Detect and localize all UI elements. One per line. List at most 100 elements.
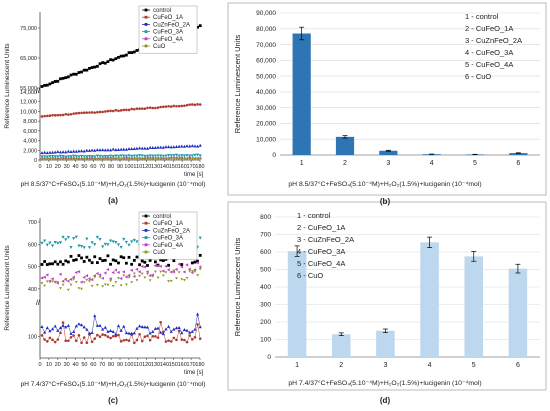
panel-c-point	[169, 340, 173, 343]
panel-c-point	[101, 327, 105, 331]
panel-c-point	[90, 278, 94, 282]
panel-c-point	[182, 270, 186, 274]
panel-c-point	[59, 287, 62, 290]
panel-a-point	[106, 60, 110, 64]
panel-a-point	[127, 108, 131, 112]
panel-c-point	[77, 322, 81, 326]
panel-c-point	[166, 324, 171, 328]
panel-c-point	[43, 260, 47, 263]
panel-c-point	[125, 338, 128, 342]
panel-a-point	[95, 154, 99, 158]
panel-c-point	[127, 243, 131, 247]
panel-a-point	[64, 150, 68, 154]
panel-c-point	[135, 326, 139, 330]
panel-a-point	[98, 62, 102, 66]
panel-b-y-label-group: Reference Luminescent Units	[233, 35, 242, 134]
panel-d-legend-item: 1 - control	[297, 211, 331, 220]
panel-a-point	[148, 106, 152, 109]
panel-c-point	[191, 338, 194, 341]
panel-c-point	[198, 268, 202, 271]
panel-a-point	[53, 150, 57, 154]
panel-a-point	[130, 154, 134, 158]
panel-c-legend-item: CuFeO_3A	[153, 236, 183, 242]
panel-c-point	[61, 323, 65, 327]
panel-b-x-tick-label: 6	[516, 160, 520, 167]
panel-c-point	[175, 338, 178, 342]
panel-a-point	[56, 155, 60, 159]
panel-c-point	[151, 329, 155, 333]
panel-c-point	[56, 281, 60, 284]
panel-a-point	[153, 157, 157, 161]
panel-b-y-tick-label: 50,000	[256, 73, 276, 80]
panel-c-point	[127, 273, 131, 277]
panel-b-legend-item: 1 - control	[465, 12, 499, 21]
panel-c-point	[159, 320, 162, 324]
panel-a-x-tick-label: 30	[64, 164, 70, 170]
panel-a-x-tick-label: 60	[90, 164, 96, 170]
panel-c-point	[187, 267, 191, 271]
panel-c-point	[69, 254, 73, 258]
panel-a-x-tick-label: 150	[169, 164, 178, 170]
panel-a-point	[137, 146, 142, 150]
panel-a-y-tick-label: 10,000	[20, 109, 37, 115]
panel-a-x-tick-label: 20	[55, 164, 61, 170]
panel-b-x-tick-label: 4	[430, 160, 434, 167]
panel-a-point	[98, 148, 102, 152]
panel-c-legend-swatch	[144, 214, 148, 218]
panel-c-point	[127, 276, 131, 279]
panel-a-point	[51, 81, 54, 85]
panel-c-point	[82, 281, 86, 284]
panel-a-x-tick-label: 90	[117, 164, 123, 170]
panel-b-y-tick-label: 0	[272, 152, 276, 159]
panel-a-point	[122, 54, 126, 58]
panel-c-point	[69, 277, 73, 281]
panel-a-point	[130, 157, 134, 161]
panel-c-point	[87, 331, 92, 335]
panel-c-point	[190, 329, 194, 333]
panel-a-point	[137, 154, 142, 158]
panel-a-point	[122, 154, 126, 158]
panel-c-point	[90, 340, 94, 344]
panel-a-point	[124, 53, 128, 57]
panel-c-point	[79, 280, 83, 284]
panel-a-point	[58, 154, 63, 158]
panel-a-point	[156, 158, 160, 161]
panel-c-legend-item: CuFeO_1A	[153, 221, 183, 227]
panel-a-point	[198, 154, 202, 158]
panel-a-point	[85, 68, 89, 72]
panel-a-point	[169, 154, 173, 158]
panel-a-y-label-group: Reference Luminescent Units	[4, 43, 11, 129]
panel-a-legend-item: CuFeO_1A	[153, 15, 183, 21]
panel-c-series-CuFeO_1A	[40, 320, 202, 345]
panel-a-legend-box	[138, 5, 198, 54]
panel-b-legend-item: 4 - CuFeO_3A	[465, 48, 513, 57]
panel-a-point	[185, 158, 189, 161]
panel-c-point	[180, 338, 184, 341]
panel-b-y-tick-label: 20,000	[256, 121, 276, 128]
panel-c-point	[130, 281, 134, 284]
panel-a-point	[185, 144, 189, 148]
panel-d-y-tick-label: 800	[260, 214, 271, 221]
panel-c-point	[74, 270, 78, 275]
panel-c-point	[82, 246, 86, 250]
panel-c-x-tick-label: 180	[195, 362, 204, 368]
panel-a-point	[182, 144, 186, 148]
panel-c-point	[69, 283, 73, 287]
panel-a-y-tick-label: 6,000	[23, 129, 37, 135]
panel-d-y-label-group: Reference Luminescent Units	[233, 238, 242, 337]
panel-c-point	[88, 258, 91, 262]
panel-c-y-tick-label: 400	[28, 287, 37, 293]
panel-a-y-tick-label: 14,000	[20, 90, 37, 96]
panel-a-y-label: Reference Luminescent Units	[4, 43, 11, 129]
panel-a-point	[82, 158, 86, 161]
panel-c-point	[161, 274, 165, 277]
panel-a-point	[85, 148, 89, 152]
panel-c-point	[148, 338, 152, 342]
panel-c-point	[129, 268, 133, 272]
panel-c-point	[85, 341, 89, 345]
panel-c-point	[122, 274, 126, 277]
panel-c-caption: pH 7.4/37°C+FeSO₄(5.10⁻⁴M)+H₂O₂(1.5%)+lu…	[21, 380, 206, 388]
panel-a-point	[103, 148, 107, 152]
panel-c-point	[95, 283, 99, 287]
panel-c-point	[40, 334, 44, 337]
